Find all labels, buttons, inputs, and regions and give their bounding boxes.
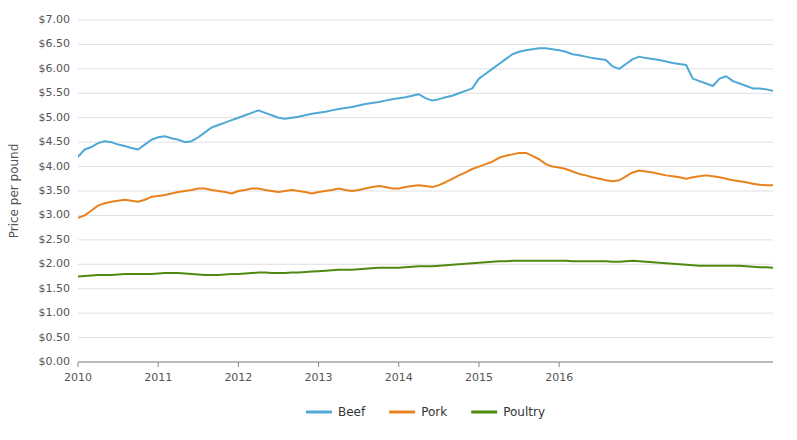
x-tick-label: 2015 — [465, 371, 493, 384]
x-tick — [238, 362, 239, 367]
y-tick-label: $1.50 — [39, 282, 71, 295]
y-tick-label: $5.50 — [39, 86, 71, 99]
x-tick — [78, 362, 79, 367]
legend-item: Beef — [306, 405, 366, 419]
y-tick-label: $2.50 — [39, 233, 71, 246]
y-tick-label: $6.50 — [39, 37, 71, 50]
y-tick-label: $2.00 — [39, 257, 71, 270]
legend: Beef Pork Poultry — [306, 405, 545, 419]
x-tick-label: 2013 — [305, 371, 333, 384]
y-tick-label: $0.00 — [39, 355, 71, 368]
x-tick — [559, 362, 560, 367]
grid-line — [78, 117, 773, 118]
y-tick-label: $4.00 — [39, 160, 71, 173]
legend-label: Pork — [421, 405, 447, 419]
y-tick-label: $1.00 — [39, 306, 71, 319]
legend-swatch — [471, 411, 497, 414]
line-series — [78, 48, 773, 156]
x-tick-label: 2014 — [385, 371, 413, 384]
grid-line — [78, 68, 773, 69]
lines — [78, 48, 773, 276]
legend-swatch — [389, 411, 415, 414]
grid-line — [78, 288, 773, 289]
x-tick-label: 2012 — [224, 371, 252, 384]
y-tick-label: $5.00 — [39, 111, 71, 124]
chart: $0.00 $0.50 $1.00 $1.50 $2.00 $2.50 $3.00 $3.50… — [0, 0, 797, 440]
y-tick-label: $7.00 — [39, 13, 71, 26]
grid-line — [78, 44, 773, 45]
x-tick — [318, 362, 319, 367]
grid — [78, 20, 773, 362]
x-tick — [158, 362, 159, 367]
legend-label: Beef — [338, 405, 366, 419]
grid-line — [78, 93, 773, 94]
x-tick-label: 2011 — [144, 371, 172, 384]
x-axis-line — [78, 362, 773, 363]
line-series — [78, 153, 773, 218]
legend-item: Pork — [389, 405, 447, 419]
x-tick-label: 2010 — [64, 371, 92, 384]
legend-label: Poultry — [503, 405, 545, 419]
grid-line — [78, 313, 773, 314]
legend-item: Poultry — [471, 405, 545, 419]
y-tick-label: $6.00 — [39, 62, 71, 75]
y-tick-label: $3.00 — [39, 208, 71, 221]
x-ticks: 2010 2011 2012 2013 2014 2015 2016 — [64, 362, 573, 384]
y-axis-label: Price per pound — [7, 144, 21, 239]
x-tick-label: 2016 — [545, 371, 573, 384]
x-tick — [478, 362, 479, 367]
y-tick-label: $0.50 — [39, 331, 71, 344]
legend-swatch — [306, 411, 332, 414]
grid-line — [78, 20, 773, 21]
line-series — [78, 261, 773, 277]
y-ticks: $0.00 $0.50 $1.00 $1.50 $2.00 $2.50 $3.00 $3.50… — [39, 13, 71, 368]
grid-line — [78, 337, 773, 338]
x-tick — [398, 362, 399, 367]
y-tick-label: $3.50 — [39, 184, 71, 197]
grid-line — [78, 166, 773, 167]
grid-line — [78, 362, 773, 363]
grid-line — [78, 239, 773, 240]
y-tick-label: $4.50 — [39, 135, 71, 148]
grid-line — [78, 215, 773, 216]
